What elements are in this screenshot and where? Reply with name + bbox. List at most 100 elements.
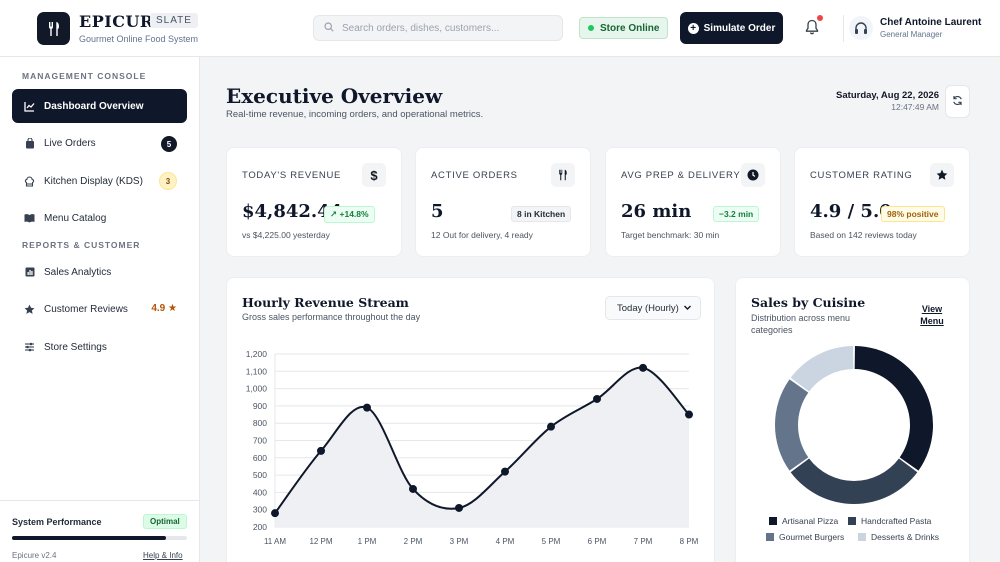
area-fill: [275, 367, 689, 527]
user-name[interactable]: Chef Antoine Laurent: [880, 17, 982, 28]
help-link[interactable]: Help & Info: [143, 551, 183, 560]
kpi-change-chip: ↗ +14.8%: [324, 206, 375, 223]
cuisine-chart-card: Sales by Cuisine Distribution across men…: [735, 277, 970, 562]
card-title: Hourly Revenue Stream: [242, 295, 409, 310]
card-subtitle: Gross sales performance throughout the d…: [242, 312, 421, 322]
donut-slice: [775, 379, 809, 471]
kpi-note: vs $4,225.00 yesterday: [242, 230, 330, 240]
bell-icon[interactable]: [805, 19, 819, 40]
x-tick-label: 7 PM: [634, 537, 653, 546]
logo-icon[interactable]: [37, 12, 70, 45]
y-tick-label: 1,000: [246, 384, 268, 394]
x-tick-label: 8 PM: [680, 537, 699, 546]
x-tick-label: 11 AM: [264, 537, 286, 546]
sidebar-item-label: Sales Analytics: [44, 266, 112, 278]
sidebar-item-label: Dashboard Overview: [44, 100, 144, 112]
y-tick-label: 1,100: [246, 366, 268, 376]
x-tick-label: 1 PM: [358, 537, 377, 546]
x-tick-label: 12 PM: [309, 537, 332, 546]
star-icon: [24, 304, 35, 315]
legend-item: Desserts & Drinks: [858, 532, 939, 542]
performance-bar: [12, 536, 187, 540]
data-point: [547, 422, 555, 431]
search-input[interactable]: [342, 22, 542, 34]
sliders-icon: [24, 342, 35, 353]
sidebar-item-label: Store Settings: [44, 341, 107, 353]
sidebar-item-live-orders[interactable]: Live Orders 5: [12, 126, 187, 160]
kpi-value: $4,842.44: [242, 201, 343, 222]
revenue-chart-card: Hourly Revenue Stream Gross sales perfor…: [226, 277, 715, 562]
view-menu-link[interactable]: View Menu: [920, 304, 944, 326]
kpi-card-revenue: TODAY'S REVENUE $ $4,842.44 ↗ +14.8% vs …: [226, 147, 402, 257]
legend-label: Artisanal Pizza: [782, 516, 839, 526]
sidebar-footer: System Performance Optimal Epicure v2.4 …: [0, 500, 200, 562]
system-performance-label: System Performance: [12, 517, 102, 527]
legend-label: Handcrafted Pasta: [861, 516, 932, 526]
refresh-button[interactable]: [945, 85, 970, 118]
kpi-note: Based on 142 reviews today: [810, 230, 917, 240]
legend-item: Gourmet Burgers: [766, 532, 844, 542]
sidebar-item-label: Live Orders: [44, 137, 96, 149]
y-tick-label: 400: [253, 487, 267, 497]
y-tick-label: 500: [253, 470, 267, 480]
section-management-label: MANAGEMENT CONSOLE: [22, 71, 147, 81]
kpi-change-value: +14.8%: [339, 209, 369, 219]
book-open-icon: [24, 213, 35, 224]
donut-slice: [854, 346, 933, 471]
legend-swatch: [769, 517, 777, 525]
data-point: [409, 484, 417, 493]
data-point: [317, 446, 325, 455]
avatar[interactable]: [849, 16, 873, 40]
section-reports-label: REPORTS & CUSTOMER: [22, 240, 141, 250]
store-status-toggle[interactable]: Store Online: [579, 17, 669, 39]
utensils-icon: [551, 163, 575, 187]
sidebar-item-customer-reviews[interactable]: Customer Reviews 4.9 ★: [12, 292, 187, 326]
legend-swatch: [848, 517, 856, 525]
legend-item: Artisanal Pizza: [769, 516, 838, 526]
live-orders-badge: 5: [161, 136, 177, 152]
sidebar-item-kitchen-display[interactable]: Kitchen Display (KDS) 3: [12, 164, 187, 198]
performance-bar-fill: [12, 536, 166, 540]
kpi-value: 5: [431, 201, 444, 222]
reviews-rating: 4.9 ★: [151, 303, 177, 314]
y-tick-label: 300: [253, 505, 267, 515]
app-version: Epicure v2.4: [12, 551, 57, 560]
plus-icon: +: [687, 22, 699, 34]
donut-slice: [790, 346, 854, 392]
kpi-card-prep-delivery: AVG PREP & DELIVERY 26 min −3.2 min Targ…: [605, 147, 781, 257]
x-tick-label: 5 PM: [542, 537, 561, 546]
kpi-note: 12 Out for delivery, 4 ready: [431, 230, 533, 240]
sidebar-item-dashboard[interactable]: Dashboard Overview: [12, 89, 187, 123]
data-point: [363, 403, 371, 412]
page-subtitle: Real-time revenue, incoming orders, and …: [226, 109, 484, 120]
revenue-line-chart: 200 300 400 500 600 700 800 900 1,000 1,100 1,200 1…: [246, 349, 699, 546]
y-tick-label: 1,200: [246, 349, 268, 359]
clock-icon: [741, 163, 765, 187]
kpi-chip: 8 in Kitchen: [511, 206, 572, 222]
search-icon: [324, 19, 334, 37]
range-select[interactable]: Today (Hourly): [605, 296, 701, 320]
star-icon: [930, 163, 954, 187]
notification-dot: [817, 15, 823, 21]
shopping-bag-icon: [24, 137, 35, 149]
legend-item: Handcrafted Pasta: [848, 516, 931, 526]
legend-swatch: [766, 533, 774, 541]
donut-slice: [790, 458, 918, 504]
simulate-order-button[interactable]: + Simulate Order: [680, 12, 783, 44]
dollar-icon: $: [362, 163, 386, 187]
sidebar-item-store-settings[interactable]: Store Settings: [12, 330, 187, 364]
data-point: [685, 410, 693, 419]
current-time: 12:47:49 AM: [891, 102, 939, 112]
legend-label: Gourmet Burgers: [779, 532, 845, 542]
data-point: [455, 503, 463, 512]
status-badge: Optimal: [143, 514, 187, 529]
sidebar-item-menu-catalog[interactable]: Menu Catalog: [12, 201, 187, 235]
sidebar-item-sales-analytics[interactable]: Sales Analytics: [12, 255, 187, 289]
kpi-label: AVG PREP & DELIVERY: [621, 170, 741, 181]
bar-chart-icon: [24, 267, 35, 278]
kpi-label: TODAY'S REVENUE: [242, 170, 342, 181]
header-divider: [843, 15, 844, 42]
kpi-label: CUSTOMER RATING: [810, 170, 913, 181]
data-point: [271, 509, 279, 518]
kpi-value: 4.9 / 5.0: [810, 201, 892, 222]
